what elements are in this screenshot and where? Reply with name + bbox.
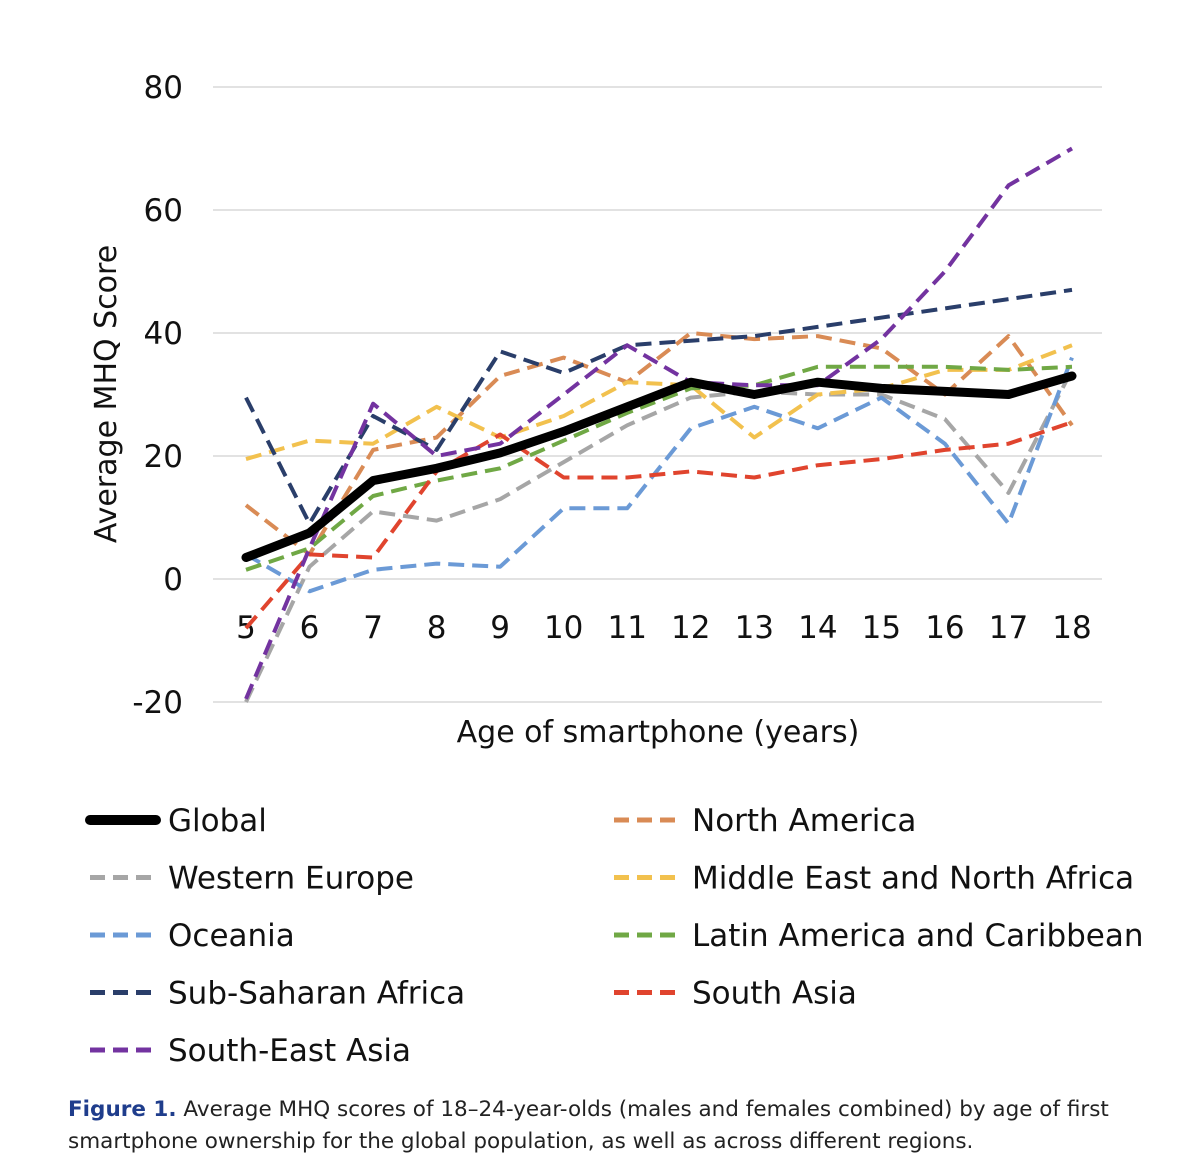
x-axis-ticks: 5 6 7 8 9 10 11 12 13 14 15 16 17 18 — [236, 610, 1092, 646]
caption-text: Average MHQ scores of 18–24-year-olds (m… — [68, 1097, 1109, 1154]
series-line-oceania — [244, 356, 1074, 594]
x-tick-label: 9 — [490, 610, 510, 646]
x-tick-label: 6 — [300, 610, 320, 646]
x-tick-label: 12 — [671, 610, 710, 646]
series-line-south-east-asia — [244, 146, 1074, 700]
legend-label: North America — [692, 803, 916, 839]
series-lines — [241, 146, 1077, 703]
legend: Global Western Europe Oceania Sub-Saharan A… — [85, 803, 1144, 1069]
legend-item-western-europe: Western Europe — [90, 861, 414, 897]
legend-label: Western Europe — [168, 861, 414, 897]
series-line-western-europe — [244, 368, 1074, 703]
legend-label: Sub-Saharan Africa — [168, 976, 465, 1012]
gridlines — [213, 86, 1102, 703]
x-tick-label: 17 — [989, 610, 1028, 646]
x-tick-label: 15 — [862, 610, 901, 646]
series-line-south-asia — [244, 420, 1073, 630]
legend-label: Latin America and Caribbean — [692, 918, 1144, 954]
y-tick-label: 0 — [163, 562, 183, 598]
legend-item-middle-east-and-north-africa: Middle East and North Africa — [614, 861, 1134, 897]
figure-caption: Figure 1. Average MHQ scores of 18–24-ye… — [68, 1094, 1178, 1158]
legend-item-oceania: Oceania — [90, 918, 295, 954]
legend-label: Oceania — [168, 918, 295, 954]
series-line-latin-america-and-caribbean — [245, 364, 1073, 572]
legend-label: Middle East and North Africa — [692, 861, 1134, 897]
x-tick-label: 7 — [363, 610, 383, 646]
legend-label: South-East Asia — [168, 1033, 411, 1069]
x-tick-label: 16 — [925, 610, 964, 646]
x-tick-label: 18 — [1052, 610, 1091, 646]
x-tick-label: 8 — [427, 610, 447, 646]
legend-item-north-america: North America — [614, 803, 916, 839]
y-tick-label: 80 — [144, 70, 183, 106]
x-axis-title: Age of smartphone (years) — [457, 715, 860, 750]
legend-label: South Asia — [692, 976, 857, 1012]
y-tick-label: 40 — [144, 316, 183, 352]
x-tick-label: 11 — [608, 610, 647, 646]
series-line-sub-saharan-africa — [244, 287, 1073, 526]
x-tick-label: 13 — [735, 610, 774, 646]
legend-item-latin-america-and-caribbean: Latin America and Caribbean — [614, 918, 1144, 954]
y-axis-ticks: -20 0 20 40 60 80 — [132, 70, 183, 721]
y-axis-title: Average MHQ Score — [89, 245, 124, 543]
series-line-middle-east-and-north-africa — [245, 343, 1073, 462]
legend-item-global: Global — [85, 803, 267, 839]
series-line-global — [241, 371, 1077, 562]
legend-item-south-asia: South Asia — [614, 976, 857, 1012]
legend-item-sub-saharan-africa: Sub-Saharan Africa — [90, 976, 465, 1012]
legend-item-south-east-asia: South-East Asia — [90, 1033, 411, 1069]
x-tick-label: 10 — [544, 610, 583, 646]
y-tick-label: 20 — [144, 439, 183, 475]
y-tick-label: 60 — [144, 193, 183, 229]
legend-label: Global — [168, 803, 267, 839]
y-tick-label: -20 — [132, 685, 183, 721]
x-tick-label: 14 — [798, 610, 837, 646]
figure-label: Figure 1. — [68, 1097, 177, 1122]
